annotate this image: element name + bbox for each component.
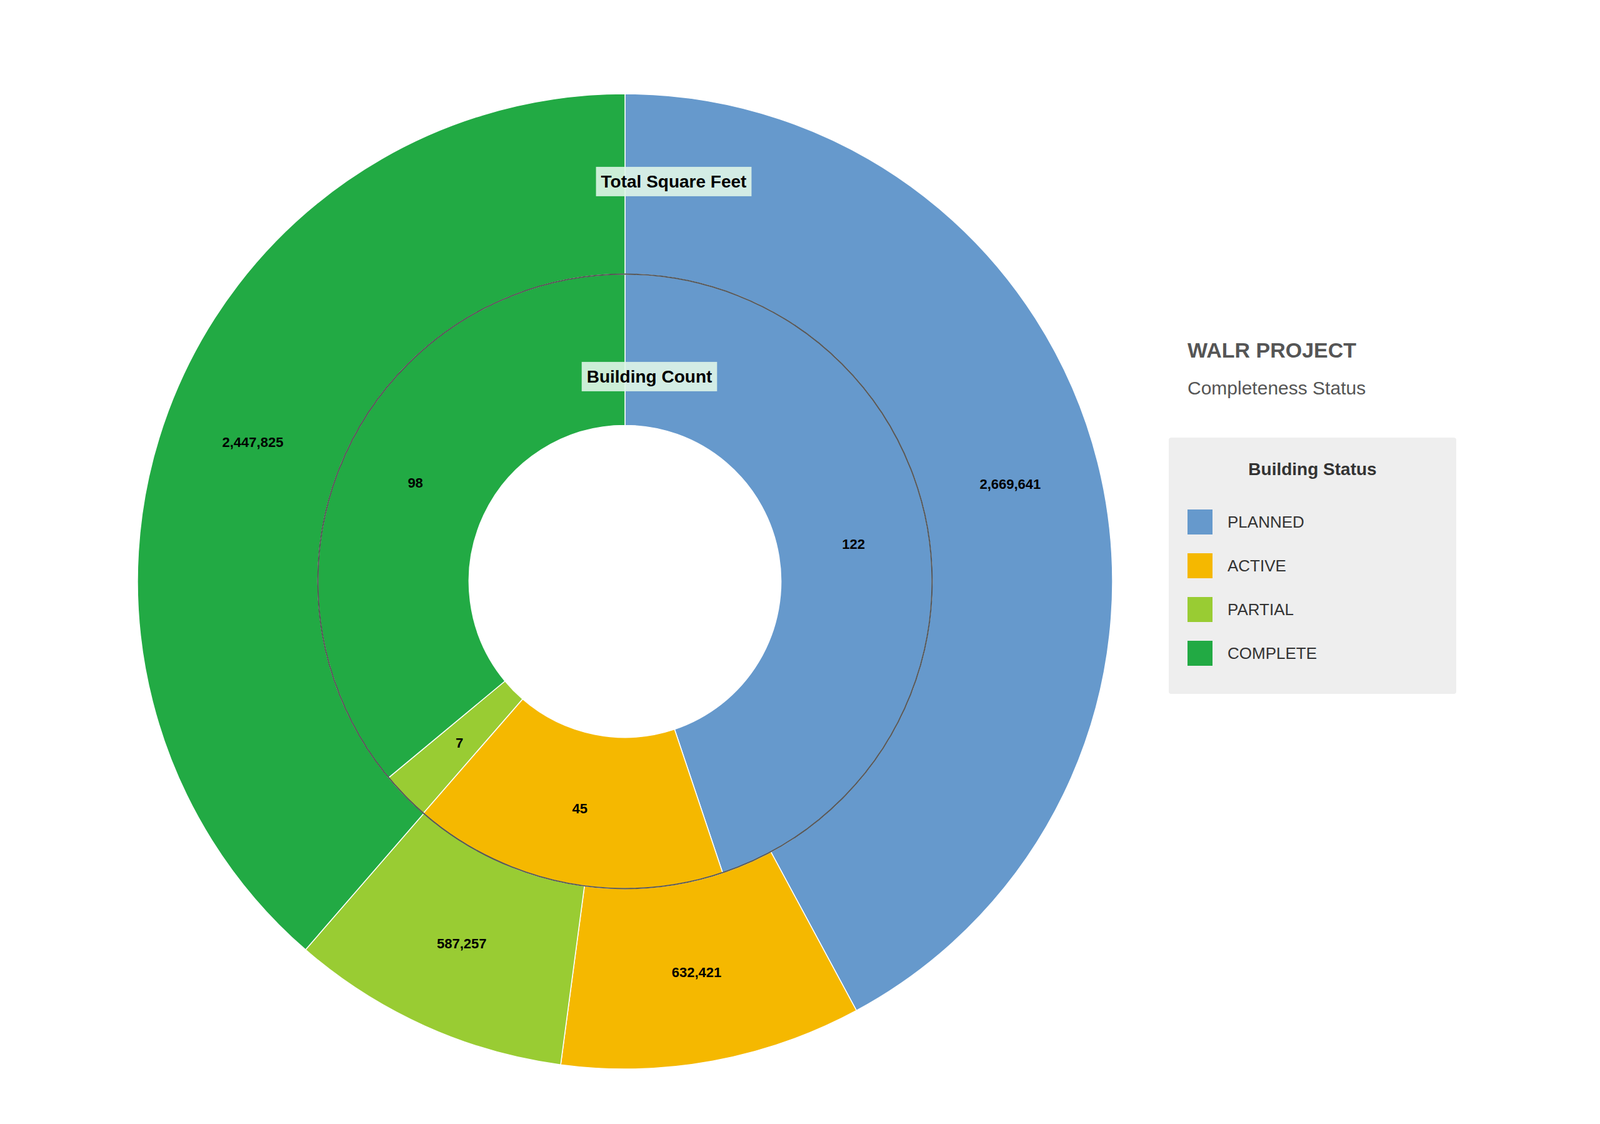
legend-swatch <box>1187 596 1213 622</box>
legend-swatch <box>1187 553 1213 579</box>
data-label: 2,447,825 <box>222 434 284 450</box>
data-label: 122 <box>841 536 865 552</box>
legend-title: Building Status <box>1248 459 1377 479</box>
ring-label-text: Total Square Feet <box>601 171 747 192</box>
legend-entry: PLANNED <box>1187 509 1305 535</box>
data-label: 632,421 <box>671 964 722 980</box>
data-labels: 122 45 7 98 <box>407 475 865 817</box>
legend-swatch <box>1187 640 1213 666</box>
chart: 2,669,641 632,421 587,257 2,447,825 122 45 7 98… <box>0 0 1600 1124</box>
ring-label: Total Square Feet <box>596 166 752 197</box>
inner-slice <box>318 274 625 778</box>
data-label: 98 <box>407 475 423 491</box>
ring-separator <box>318 274 933 889</box>
legend-swatch <box>1187 509 1213 535</box>
outer-ring <box>137 93 1113 1069</box>
legend-label: COMPLETE <box>1227 643 1317 663</box>
legend-label: PLANNED <box>1227 512 1305 532</box>
ring-label: Building Count <box>581 361 718 392</box>
inner-ring <box>318 274 933 889</box>
ring-label-text: Building Count <box>586 366 713 387</box>
legend-entry: ACTIVE <box>1187 553 1287 579</box>
pie: 2,669,641 632,421 587,257 2,447,825 122 45 7 98… <box>137 93 1113 1069</box>
data-label: 587,257 <box>436 935 487 952</box>
legend-label: PARTIAL <box>1227 600 1294 619</box>
data-label: 45 <box>571 800 587 817</box>
legend-label: ACTIVE <box>1227 556 1287 575</box>
data-label: 2,669,641 <box>979 476 1041 492</box>
data-labels: 2,669,641 632,421 587,257 2,447,825 <box>222 434 1042 980</box>
subtitle: Completeness Status <box>1187 377 1366 399</box>
ring-label-box <box>581 361 718 392</box>
legend-entry: PARTIAL <box>1187 596 1294 622</box>
title: WALR PROJECT <box>1187 338 1357 362</box>
legend-box <box>1168 437 1457 694</box>
legend-entry: COMPLETE <box>1187 640 1317 666</box>
ring-label-box <box>596 166 752 197</box>
legend: Building Status PLANNED ACTIVE PARTIAL COMPL… <box>1168 437 1457 694</box>
data-label: 7 <box>455 735 464 751</box>
